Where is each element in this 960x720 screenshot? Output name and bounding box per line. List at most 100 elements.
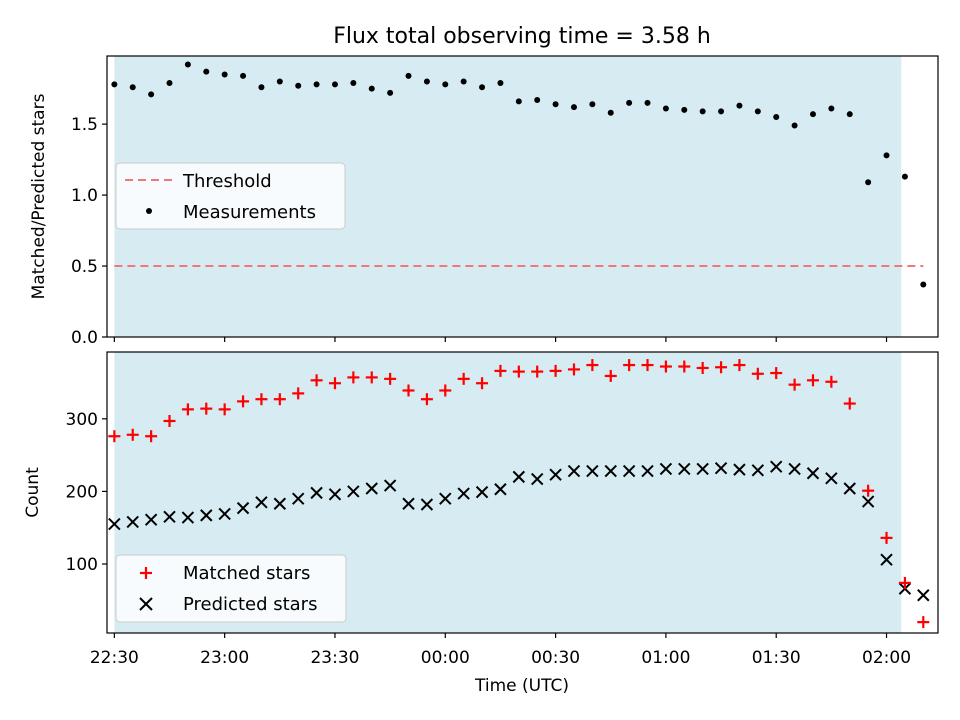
- legend-threshold-label: Threshold: [182, 171, 272, 192]
- measurement-point: [515, 98, 522, 105]
- bottom-y-axis-label: Count: [23, 467, 43, 518]
- x-tick-label: 23:00: [200, 648, 249, 668]
- matched-stars-point: [788, 378, 801, 391]
- measurement-point: [662, 105, 669, 112]
- measurement-point: [681, 106, 688, 113]
- predicted-stars-point: [144, 513, 158, 526]
- matched-stars-point: [586, 359, 599, 372]
- predicted-stars-point: [622, 464, 636, 478]
- measurement-point: [479, 84, 486, 91]
- top-legend-box: [115, 162, 346, 230]
- measurement-point: [203, 68, 210, 75]
- measurement-point: [423, 78, 430, 85]
- matched-stars-point: [328, 377, 341, 390]
- x-tick-label: 02:00: [862, 648, 911, 668]
- predicted-stars-point: [291, 492, 305, 505]
- matched-stars-point: [604, 369, 617, 382]
- measurement-point: [718, 108, 725, 115]
- predicted-stars-point: [531, 472, 544, 486]
- predicted-stars-point: [126, 515, 139, 529]
- matched-stars-point: [347, 371, 360, 384]
- matched-stars-point: [641, 359, 654, 372]
- predicted-stars-point: [604, 464, 617, 478]
- predicted-stars-point: [825, 472, 838, 485]
- predicted-stars-point: [457, 487, 470, 500]
- predicted-stars-point: [788, 462, 801, 476]
- matched-stars-point: [292, 387, 305, 400]
- top-y-axis-label: Matched/Predicted stars: [29, 93, 49, 299]
- measurements-layer: [111, 61, 927, 288]
- predicted-stars-point: [659, 462, 673, 476]
- matched-stars-point: [237, 395, 250, 408]
- matched-stars-point: [512, 365, 525, 378]
- measurement-point: [148, 91, 155, 98]
- measurement-point: [607, 109, 614, 116]
- measurement-point: [828, 105, 835, 112]
- measurement-point: [534, 96, 541, 103]
- measurement-point: [313, 81, 320, 88]
- measurement-point: [295, 82, 302, 89]
- matched-stars-point: [843, 397, 856, 410]
- matched-stars-point: [659, 360, 672, 373]
- predicted-stars-point: [733, 463, 746, 476]
- matched-stars-point: [218, 403, 231, 416]
- measurement-point: [111, 81, 118, 88]
- top-y-tick-label: 0.0: [71, 328, 98, 348]
- matched-stars-point: [126, 428, 139, 441]
- bottom-y-ticks: 100 200 300: [66, 410, 107, 575]
- matched-stars-point: [108, 430, 121, 443]
- measurement-point: [846, 111, 853, 118]
- predicted-stars-point: [255, 496, 268, 509]
- predicted-stars-point: [383, 479, 397, 492]
- bottom-y-tick-label: 100: [66, 555, 98, 575]
- measurement-point: [460, 78, 467, 85]
- matched-stars-point: [200, 402, 213, 415]
- x-tick-label: 22:30: [90, 648, 139, 668]
- matched-stars-point: [365, 371, 378, 384]
- predicted-stars-point: [880, 553, 893, 566]
- predicted-stars-point: [678, 462, 691, 476]
- predicted-stars-point: [310, 486, 323, 500]
- predicted-stars-point: [549, 468, 562, 481]
- predicted-stars-point: [236, 501, 250, 515]
- bottom-axes-frame: [106, 351, 939, 634]
- measurement-point: [129, 84, 136, 91]
- matched-stars-point: [733, 359, 746, 372]
- measurement-point: [589, 101, 596, 108]
- predicted-stars-point: [439, 492, 452, 505]
- predicted-stars-point: [218, 507, 231, 521]
- x-tick-label: 01:30: [752, 648, 801, 668]
- predicted-stars-point: [328, 488, 342, 501]
- x-axis-label: Time (UTC): [474, 676, 569, 696]
- matched-stars-point: [255, 393, 268, 406]
- matched-stars-point: [273, 393, 286, 406]
- legend-measurements-swatch: [146, 208, 152, 214]
- matched-stars-point: [439, 384, 452, 397]
- measurement-point: [368, 85, 375, 92]
- measurement-point: [626, 99, 633, 106]
- measurement-point: [773, 114, 780, 121]
- predicted-stars-point: [567, 464, 581, 478]
- measurement-point: [920, 281, 927, 288]
- x-tick-label: 01:00: [641, 648, 690, 668]
- bottom-x-ticks: 22:30 23:00 23:30 00:00 00:30 01:00 01:30 02:00: [90, 633, 911, 668]
- top-y-tick-label: 1.5: [71, 115, 98, 135]
- predicted-stars-point: [641, 464, 654, 478]
- predicted-stars-point: [181, 511, 195, 524]
- bottom-y-tick-label: 300: [66, 410, 98, 430]
- predicted-stars-point: [200, 509, 213, 522]
- measurement-point: [865, 179, 872, 186]
- predicted-stars-point: [770, 460, 783, 473]
- matched-stars-point: [531, 365, 544, 378]
- matched-stars-point: [880, 531, 893, 544]
- predicted-stars-point: [843, 482, 856, 495]
- predicted-stars-point: [512, 470, 526, 484]
- x-tick-label: 00:00: [421, 648, 470, 668]
- predicted-stars-point: [494, 483, 507, 496]
- measurement-point: [736, 102, 743, 109]
- matched-stars-point: [549, 364, 562, 377]
- bottom-legend-box: [115, 554, 347, 623]
- top-y-ticks: 0.0 0.5 1.0 1.5: [71, 115, 107, 348]
- measurement-point: [699, 108, 706, 115]
- matched-stars-point: [751, 367, 764, 380]
